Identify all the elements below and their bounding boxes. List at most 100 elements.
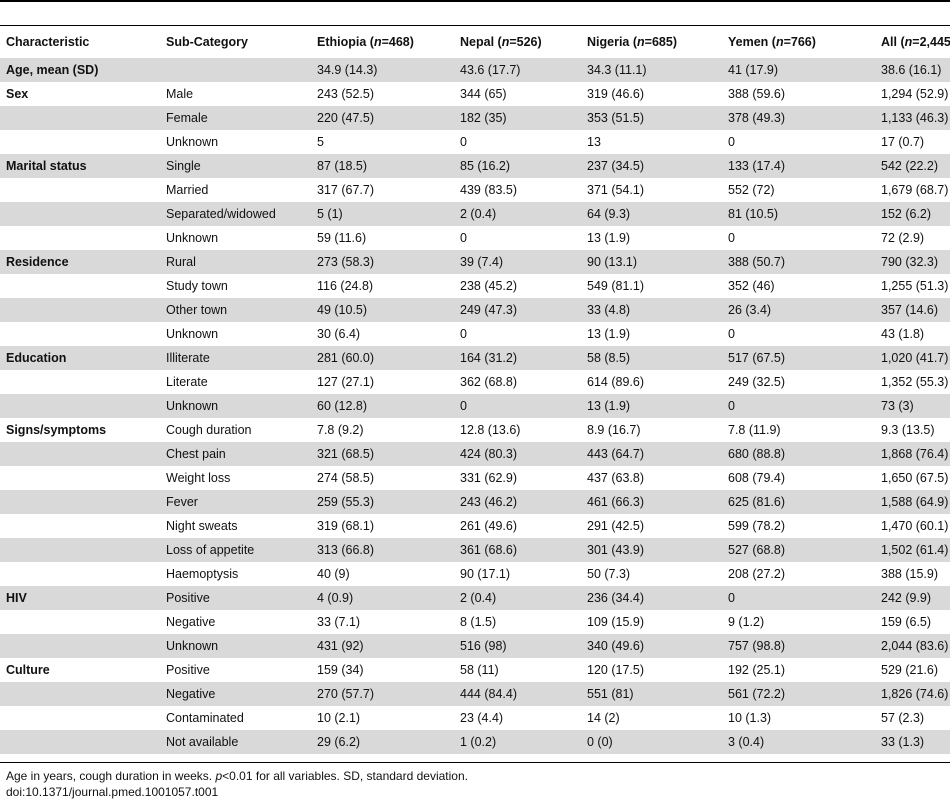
cell-nepal: 344 (65)	[460, 87, 507, 101]
cell-subcategory: Separated/widowed	[160, 202, 311, 226]
cell-characteristic: HIV	[0, 586, 160, 610]
cell-nepal: 2 (0.4)	[454, 202, 581, 226]
cell-nepal: 1 (0.2)	[454, 730, 581, 754]
table-row: Culture Positive 159 (34) 58 (11) 120 (17.5)…	[0, 658, 950, 682]
cell-characteristic	[0, 106, 160, 130]
cell-subcategory: Unknown	[160, 634, 311, 658]
cell-nigeria: 109 (15.9)	[587, 615, 644, 629]
cell-nigeria: 437 (63.8)	[587, 471, 644, 485]
cell-subcategory: Unknown	[166, 231, 219, 245]
cell-subcategory: Fever	[160, 490, 311, 514]
table-row: Not available 29 (6.2) 1 (0.2) 0 (0) 3 (0.4)…	[0, 730, 950, 754]
cell-all: 242 (9.9)	[875, 586, 950, 610]
cell-ethiopia: 4 (0.9)	[311, 586, 454, 610]
bottom-rule	[0, 762, 950, 763]
cell-yemen: 388 (50.7)	[722, 250, 875, 274]
cell-ethiopia: 5	[317, 135, 324, 149]
cell-ethiopia: 49 (10.5)	[311, 298, 454, 322]
cell-all: 1,679 (68.7)	[881, 183, 949, 197]
cell-yemen: 680 (88.8)	[722, 442, 875, 466]
cell-yemen: 208 (27.2)	[728, 567, 785, 581]
cell-all: 159 (6.5)	[881, 615, 932, 629]
cell-all: 1,470 (60.1)	[881, 519, 949, 533]
cell-ethiopia: 313 (66.8)	[311, 538, 454, 562]
cell-characteristic	[0, 514, 160, 538]
cell-yemen: 192 (25.1)	[728, 663, 785, 677]
cell-nepal: 164 (31.2)	[454, 346, 581, 370]
cell-nigeria: 50 (7.3)	[587, 567, 631, 581]
cell-nigeria: 237 (34.5)	[581, 154, 722, 178]
footnote-part2: <0.01 for all variables. SD, standard de…	[222, 769, 468, 783]
table-row: Fever 259 (55.3) 243 (46.2) 461 (66.3) 625 (…	[0, 490, 950, 514]
cell-ethiopia: 60 (12.8)	[311, 394, 454, 418]
cell-subcategory: Unknown	[166, 327, 219, 341]
cell-all: 529 (21.6)	[881, 663, 938, 677]
cell-subcategory: Literate	[166, 375, 208, 389]
cell-yemen: 0	[722, 394, 875, 418]
header-nigeria-n: n	[637, 35, 645, 49]
table-row: Age, mean (SD) 34.9 (14.3) 43.6 (17.7) 34.3…	[0, 58, 950, 82]
table-row: Education Illiterate 281 (60.0) 164 (31.2) 5…	[0, 346, 950, 370]
cell-nigeria: 13 (1.9)	[581, 394, 722, 418]
table-row: Unknown 59 (11.6) 0 13 (1.9) 0 72 (2.9)	[0, 226, 950, 250]
cell-ethiopia: 317 (67.7)	[317, 183, 374, 197]
cell-subcategory: Haemoptysis	[166, 567, 239, 581]
cell-yemen: 517 (67.5)	[722, 346, 875, 370]
cell-ethiopia: 29 (6.2)	[311, 730, 454, 754]
cell-all: 388 (15.9)	[881, 567, 938, 581]
cell-nepal: 424 (80.3)	[454, 442, 581, 466]
cell-yemen: 625 (81.6)	[722, 490, 875, 514]
cell-yemen: 561 (72.2)	[722, 682, 875, 706]
cell-yemen: 81 (10.5)	[722, 202, 875, 226]
cell-yemen: 7.8 (11.9)	[728, 423, 781, 437]
cell-yemen: 388 (59.6)	[728, 87, 785, 101]
cell-all: 357 (14.6)	[875, 298, 950, 322]
cell-characteristic: Sex	[6, 87, 29, 101]
cell-nigeria: 64 (9.3)	[581, 202, 722, 226]
cell-nigeria: 371 (54.1)	[587, 183, 644, 197]
header-nepal-n: n	[501, 35, 510, 49]
table-row: Weight loss 274 (58.5) 331 (62.9) 437 (63.8…	[0, 466, 950, 490]
cell-ethiopia: 431 (92)	[311, 634, 454, 658]
cell-characteristic: Signs/symptoms	[6, 423, 107, 437]
cell-all: 2,044 (83.6)	[875, 634, 950, 658]
footnote-doi: doi:10.1371/journal.pmed.1001057.t001	[6, 785, 219, 799]
table-row: Unknown 5 0 13 0 17 (0.7)	[0, 130, 950, 154]
header-nepal-count: =526	[509, 35, 538, 49]
cell-characteristic	[0, 394, 160, 418]
cell-subcategory: Weight loss	[166, 471, 231, 485]
cell-nigeria: 13	[587, 135, 601, 149]
cell-yemen: 10 (1.3)	[728, 711, 772, 725]
header-ethiopia-n: n	[373, 35, 382, 49]
cell-subcategory: Single	[160, 154, 311, 178]
cell-nigeria: 33 (4.8)	[581, 298, 722, 322]
footnote-p: p	[215, 769, 223, 783]
table-row: Signs/symptoms Cough duration 7.8 (9.2) 12.…	[0, 418, 950, 442]
cell-nigeria: 319 (46.6)	[587, 87, 644, 101]
cell-subcategory: Illiterate	[160, 346, 311, 370]
table-row: Loss of appetite 313 (66.8) 361 (68.6) 301 …	[0, 538, 950, 562]
cell-all: 57 (2.3)	[881, 711, 925, 725]
cell-nigeria: 13 (1.9)	[587, 327, 631, 341]
cell-nepal: 39 (7.4)	[454, 250, 581, 274]
footnote-part1: Age in years, cough duration in weeks.	[6, 769, 216, 783]
cell-ethiopia: 270 (57.7)	[311, 682, 454, 706]
cell-nepal: 261 (49.6)	[460, 519, 517, 533]
cell-ethiopia: 30 (6.4)	[317, 327, 361, 341]
cell-nepal: 182 (35)	[454, 106, 581, 130]
cell-nigeria: 236 (34.4)	[581, 586, 722, 610]
cell-nigeria: 549 (81.1)	[587, 279, 644, 293]
table-row: Marital status Single 87 (18.5) 85 (16.2) 23…	[0, 154, 950, 178]
cell-all: 152 (6.2)	[875, 202, 950, 226]
cell-nigeria: 13 (1.9)	[587, 231, 631, 245]
cell-nigeria: 14 (2)	[587, 711, 620, 725]
cell-nigeria: 34.3 (11.1)	[581, 58, 722, 82]
cell-subcategory: Unknown	[166, 135, 219, 149]
cell-nepal: 238 (45.2)	[460, 279, 517, 293]
cell-ethiopia: 321 (68.5)	[311, 442, 454, 466]
cell-nigeria: 0 (0)	[581, 730, 722, 754]
cell-all: 33 (1.3)	[875, 730, 950, 754]
header-nigeria-count: =685	[644, 35, 673, 49]
cell-all: 1,502 (61.4)	[875, 538, 950, 562]
